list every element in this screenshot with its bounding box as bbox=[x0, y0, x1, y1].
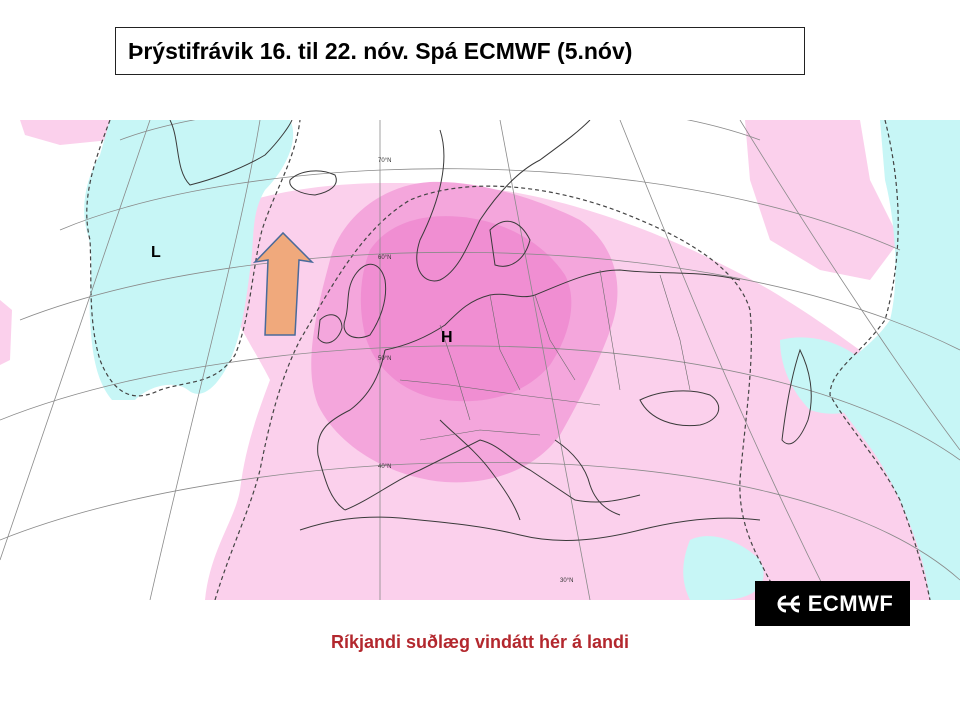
graticule-lines bbox=[0, 120, 960, 600]
high-pressure-label: H bbox=[441, 329, 453, 346]
ecmwf-logo-icon bbox=[777, 595, 800, 612]
negative-anomaly-west bbox=[84, 120, 294, 400]
lat-label-30: 30°N bbox=[560, 578, 573, 584]
coastlines bbox=[169, 120, 812, 541]
positive-anomaly-core bbox=[360, 216, 572, 402]
slide-title: Þrýstifrávik 16. til 22. nóv. Spá ECMWF … bbox=[115, 27, 805, 75]
caption-text: Ríkjandi suðlæg vindátt hér á landi bbox=[330, 632, 630, 652]
lat-label-40: 40°N bbox=[378, 464, 391, 470]
ecmwf-logo: ECMWF bbox=[755, 581, 910, 626]
wind-direction-arrow bbox=[252, 231, 315, 336]
lat-label-50: 50°N bbox=[378, 356, 391, 362]
lat-label-70: 70°N bbox=[378, 158, 391, 164]
low-pressure-label: L bbox=[151, 244, 161, 261]
ecmwf-logo-text: ECMWF bbox=[807, 590, 894, 616]
pressure-anomaly-map: 70°N 60°N 50°N 40°N 30°N L H bbox=[0, 120, 960, 600]
lat-label-60: 60°N bbox=[378, 255, 391, 261]
map-canvas: 70°N 60°N 50°N 40°N 30°N bbox=[0, 120, 960, 600]
